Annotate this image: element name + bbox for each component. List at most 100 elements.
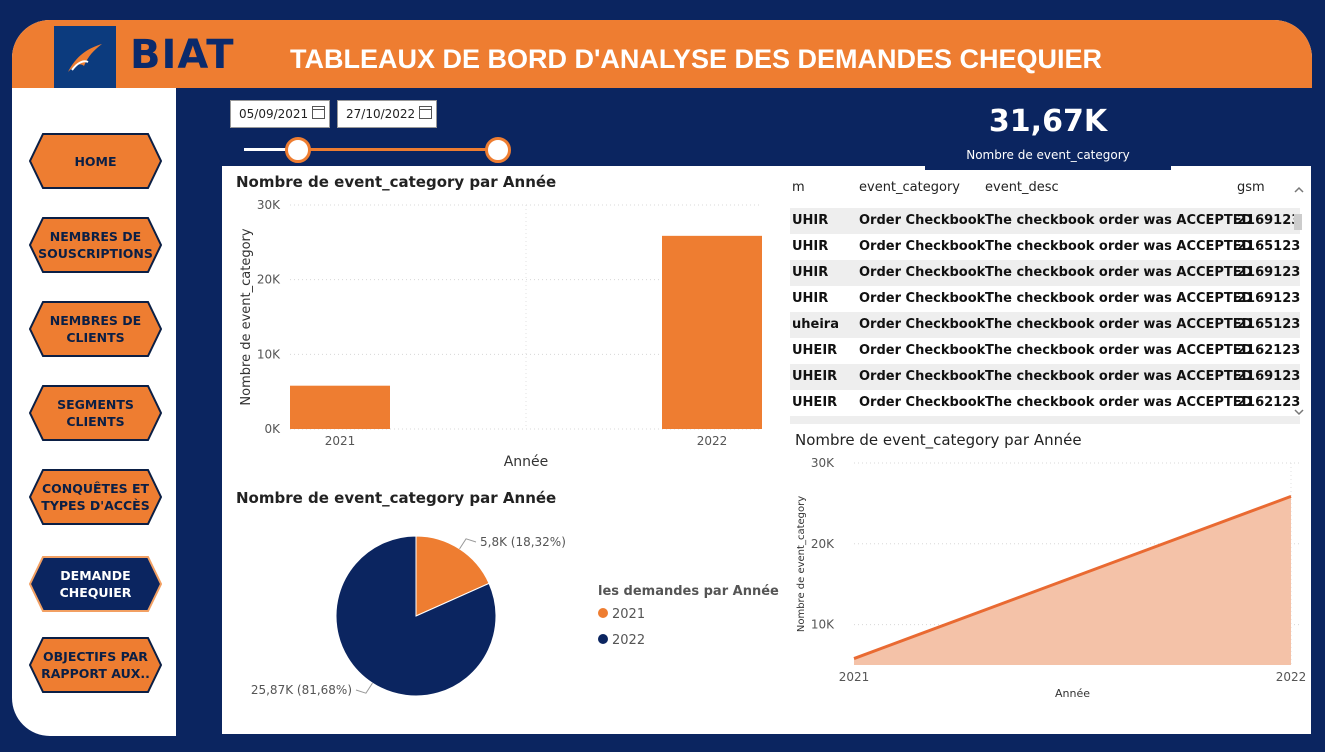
column-header-event-desc[interactable]: event_desc (985, 180, 1059, 195)
table-cell: The checkbook order was ACCEPTED (985, 369, 1253, 384)
table-cell: 2169123 (1237, 369, 1301, 384)
nav-button-label: NEMBRES DE SOUSCRIPTIONS (38, 228, 153, 262)
bar-2022 (662, 235, 762, 429)
nav-label-line2: SOUSCRIPTIONS (38, 246, 153, 261)
date-slider-range[interactable] (298, 148, 498, 151)
nav-label-line1: DEMANDE (60, 568, 131, 583)
table-cell: The checkbook order was ACCEPTED (985, 213, 1253, 228)
table-cell: Order Checkbook (859, 369, 986, 384)
table-cell: UHIR (792, 239, 829, 254)
nav-label-line2: RAPPORT AUX.. (41, 666, 150, 681)
nav-label-line2: CLIENTS (66, 414, 125, 429)
table-cell: The checkbook order was ACCEPTED (985, 317, 1253, 332)
table-cell: The checkbook order was ACCEPTED (985, 265, 1253, 280)
nav-label-line2: CHEQUIER (59, 585, 132, 600)
pie-data-label: 5,8K (18,32%) (480, 535, 566, 549)
nav-button-6[interactable]: OBJECTIFS PAR RAPPORT AUX.. (29, 637, 162, 693)
table-cell: The checkbook order was ACCEPTED (985, 395, 1253, 410)
table-cell: 2165123 (1237, 317, 1301, 332)
nav-button-label: HOME (74, 153, 116, 170)
table-cell: Order Checkbook (859, 291, 986, 306)
nav-button-label: NEMBRES DE CLIENTS (50, 312, 141, 346)
area-chart: 10K 20K 30K 2021 2022 Année Nombre de event_ca… (796, 456, 1306, 700)
legend-marker (598, 634, 608, 644)
table-cell: UHEIR (792, 369, 838, 384)
pie-chart: 5,8K (18,32%) 25,87K (81,68%) les demandes… (251, 535, 779, 697)
nav-button-2[interactable]: NEMBRES DE CLIENTS (29, 301, 162, 357)
table-row[interactable]: UHIR Order Checkbook The checkbook order w… (790, 234, 1300, 260)
scroll-arrows (1294, 186, 1304, 416)
table-row[interactable]: UHIR Order Checkbook The checkbook order w… (790, 208, 1300, 234)
end-date-value: 27/10/2022 (346, 107, 416, 121)
area-fill (854, 496, 1291, 665)
nav-button-label: OBJECTIFS PAR RAPPORT AUX.. (41, 648, 150, 682)
table-cell: Order Checkbook (859, 343, 986, 358)
table-cell: UHIR (792, 265, 829, 280)
calendar-icon[interactable] (419, 106, 432, 119)
nav-button-label: SEGMENTS CLIENTS (57, 396, 134, 430)
nav-button-1[interactable]: NEMBRES DE SOUSCRIPTIONS (29, 217, 162, 273)
table-row[interactable]: UHIR Order Checkbook The checkbook order w… (790, 286, 1300, 312)
nav-label-line2: TYPES D'ACCÈS (41, 498, 150, 513)
y-tick-label: 20K (257, 273, 281, 287)
x-axis-label: Année (1055, 687, 1090, 700)
table-row-partial (790, 416, 1300, 424)
column-header-event-category[interactable]: event_category (859, 180, 960, 195)
table-cell: 2162123 (1237, 343, 1301, 358)
nav-button-3[interactable]: SEGMENTS CLIENTS (29, 385, 162, 441)
y-tick-label: 10K (257, 347, 281, 361)
start-date-input[interactable]: 05/09/2021 (230, 100, 330, 128)
table-cell: uheira (792, 317, 839, 332)
y-tick-label: 30K (811, 456, 835, 470)
table-cell: Order Checkbook (859, 395, 986, 410)
pie-chart-title: Nombre de event_category par Année (236, 489, 557, 507)
y-tick-label: 20K (811, 537, 835, 551)
table-cell: 2165123 (1237, 239, 1301, 254)
column-header-m[interactable]: m (792, 180, 805, 195)
x-tick-label: 2021 (325, 434, 356, 448)
table-cell: The checkbook order was ACCEPTED (985, 239, 1253, 254)
nav-label-line1: NEMBRES DE (49, 229, 142, 244)
area-chart-title: Nombre de event_category par Année (795, 431, 1082, 449)
nav-label-line2: CLIENTS (66, 330, 125, 345)
table-cell: UHEIR (792, 343, 838, 358)
x-tick-label: 2021 (839, 670, 870, 684)
nav-button-5[interactable]: DEMANDE CHEQUIER (29, 556, 162, 612)
nav-label-line1: OBJECTIFS PAR (43, 649, 148, 664)
pie-slice-2022 (335, 535, 497, 697)
table-row[interactable]: uheira Order Checkbook The checkbook order… (790, 312, 1300, 338)
date-slider-track[interactable] (244, 148, 298, 151)
pie-slice-2021 (415, 535, 490, 617)
y-tick-label: 0K (264, 422, 281, 436)
kpi-value: 31,67K (988, 104, 1108, 139)
table-scrollbar[interactable] (1294, 214, 1302, 230)
column-header-gsm[interactable]: gsm (1237, 180, 1265, 195)
nav-button-label: CONQUÊTES ET TYPES D'ACCÈS (41, 480, 149, 514)
y-tick-label: 10K (811, 618, 835, 632)
table-cell: UHIR (792, 213, 829, 228)
table-cell: Order Checkbook (859, 213, 986, 228)
table-row[interactable]: UHEIR Order Checkbook The checkbook order … (790, 364, 1300, 390)
events-table[interactable]: m event_category event_desc gsm UHIR Orde… (790, 172, 1308, 426)
bar-chart-title: Nombre de event_category par Année (236, 173, 557, 191)
legend-marker (598, 608, 608, 618)
biat-wing-icon (54, 26, 116, 88)
legend-item: 2022 (612, 633, 645, 648)
end-date-input[interactable]: 27/10/2022 (337, 100, 437, 128)
area-line (853, 494, 1292, 660)
nav-button-0[interactable]: HOME (29, 133, 162, 189)
table-row[interactable]: UHEIR Order Checkbook The checkbook order … (790, 390, 1300, 416)
kpi-label: Nombre de event_category (966, 148, 1130, 162)
table-row[interactable]: UHEIR Order Checkbook The checkbook order … (790, 338, 1300, 364)
date-slider-end-handle[interactable] (485, 137, 511, 163)
table-cell: UHIR (792, 291, 829, 306)
brand-logo: BIAT (130, 32, 235, 78)
table-cell: Order Checkbook (859, 239, 986, 254)
table-cell: 2169123 (1237, 291, 1301, 306)
table-row[interactable]: UHIR Order Checkbook The checkbook order w… (790, 260, 1300, 286)
nav-label-line1: SEGMENTS (57, 397, 134, 412)
nav-button-4[interactable]: CONQUÊTES ET TYPES D'ACCÈS (29, 469, 162, 525)
x-tick-label: 2022 (697, 434, 728, 448)
calendar-icon[interactable] (312, 106, 325, 119)
date-slider-start-handle[interactable] (285, 137, 311, 163)
